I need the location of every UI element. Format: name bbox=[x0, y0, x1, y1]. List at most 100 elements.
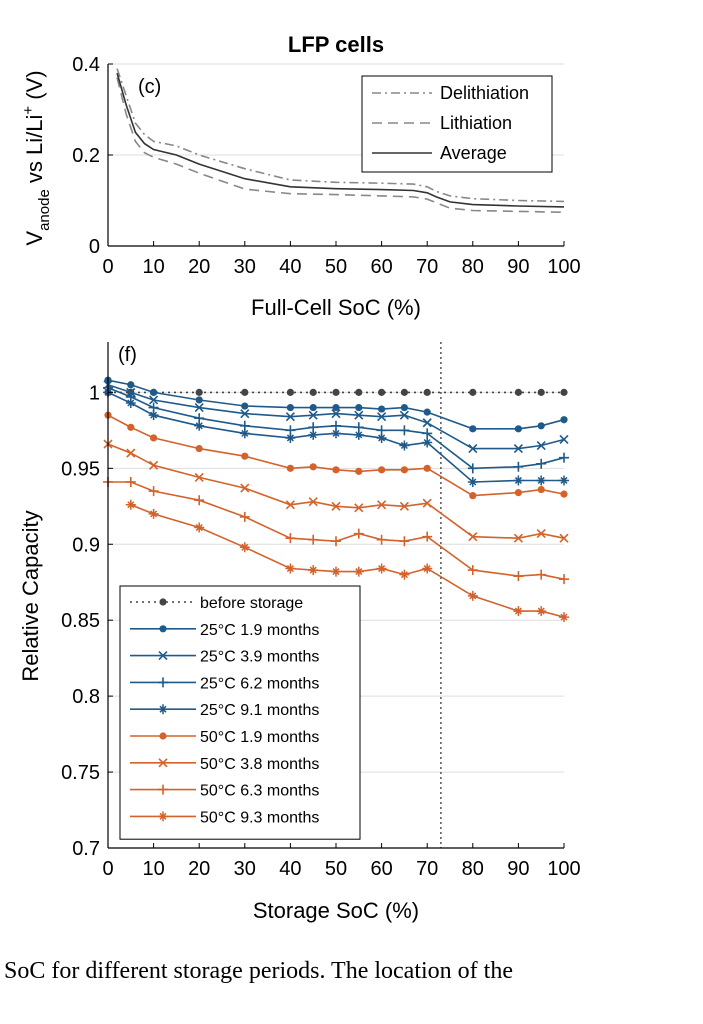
panel-f-series bbox=[103, 376, 569, 623]
series-6-point bbox=[240, 483, 250, 493]
panel-f-chart: 0 10 20 30 40 50 60 70 80 90 100 0.7 0.75 0.8 0.85 0.9… bbox=[18, 342, 581, 923]
c-y-tick-label: 0.4 bbox=[72, 54, 100, 76]
series-8-point bbox=[467, 590, 478, 601]
series-8-point bbox=[399, 569, 410, 580]
series-1-point bbox=[400, 403, 408, 412]
panel-f-x-ticks: 0 10 20 30 40 50 60 70 80 90 100 bbox=[102, 858, 580, 880]
panel-c-title: LFP cells bbox=[288, 32, 384, 57]
series-8-point bbox=[513, 606, 524, 617]
series-6-point bbox=[468, 532, 478, 542]
series-5-point bbox=[309, 463, 317, 471]
series-5-point bbox=[400, 466, 408, 474]
series-7-point bbox=[536, 569, 547, 580]
series-5-point bbox=[537, 485, 545, 494]
panel-c-y-ticks: 0 0.2 0.4 bbox=[72, 54, 100, 258]
c-x-tick-label: 50 bbox=[325, 256, 347, 278]
series-0-point bbox=[195, 388, 203, 396]
series-4-point bbox=[376, 432, 387, 443]
series-7-point bbox=[331, 536, 341, 547]
c-x-tick-label: 40 bbox=[279, 256, 301, 278]
c-x-tick-label: 30 bbox=[234, 256, 256, 278]
series-5-point bbox=[286, 464, 294, 472]
series-0-point bbox=[537, 388, 545, 396]
series-1-point bbox=[560, 416, 568, 424]
series-6-point bbox=[422, 498, 432, 508]
series-7-point bbox=[353, 528, 364, 539]
panel-c-legend: Delithiation Lithiation Average bbox=[361, 75, 553, 173]
series-7-point bbox=[125, 476, 136, 487]
f-y-tick-label: 1 bbox=[89, 382, 100, 404]
series-7-point bbox=[422, 531, 433, 542]
f-y-tick-label: 0.75 bbox=[61, 762, 100, 784]
series-7-line bbox=[108, 481, 565, 580]
figure-caption: SoC for different storage periods. The l… bbox=[4, 958, 513, 984]
series-6-point bbox=[559, 533, 569, 543]
series-8-point bbox=[194, 522, 205, 533]
series-8-point bbox=[125, 499, 136, 510]
y-label-v: V bbox=[22, 231, 47, 246]
panel-f-y-ticks: 0.7 0.75 0.8 0.85 0.9 0.95 1 bbox=[61, 382, 100, 860]
series-8-point bbox=[285, 563, 296, 574]
panel-f-axes bbox=[107, 342, 565, 849]
series-6-point bbox=[194, 472, 204, 482]
f-y-tick-label: 0.9 bbox=[72, 534, 100, 556]
panel-f-y-label: Relative Capacity bbox=[18, 510, 43, 681]
series-7-point bbox=[513, 571, 524, 582]
f-x-tick-label: 60 bbox=[370, 858, 392, 880]
c-x-tick-label: 80 bbox=[462, 256, 484, 278]
c-y-tick-label: 0.2 bbox=[72, 145, 100, 167]
series-6-point bbox=[149, 460, 159, 470]
f-x-tick-label: 90 bbox=[507, 858, 529, 880]
f-x-tick-label: 30 bbox=[234, 858, 256, 880]
y-label-sub: anode bbox=[36, 189, 53, 231]
series-5-point bbox=[241, 452, 249, 460]
series-2-point bbox=[331, 409, 341, 419]
series-4-point bbox=[125, 398, 136, 409]
series-7-point bbox=[285, 533, 296, 544]
series-6-point bbox=[331, 501, 341, 511]
f-y-tick-label: 0.8 bbox=[72, 686, 100, 708]
panel-c-label: (c) bbox=[138, 76, 161, 98]
series-3-point bbox=[536, 458, 547, 469]
series-7-point bbox=[399, 536, 410, 547]
series-0-point bbox=[560, 388, 568, 396]
legend-average-label: Average bbox=[440, 143, 507, 163]
series-7-point bbox=[559, 574, 569, 585]
figure-canvas: 0 10 20 30 40 50 60 70 80 90 100 00.20.4 LFP cells… bbox=[18, 32, 581, 923]
series-8-point bbox=[559, 612, 569, 623]
series-8-point bbox=[308, 565, 319, 576]
series-6-group bbox=[103, 439, 569, 543]
series-7-point bbox=[467, 565, 478, 576]
series-3-line bbox=[107, 387, 565, 470]
series-6-point bbox=[377, 500, 387, 510]
series-1-point bbox=[150, 388, 158, 396]
series-4-point bbox=[536, 475, 547, 486]
series-6-point bbox=[308, 497, 318, 507]
f-x-tick-label: 50 bbox=[325, 858, 347, 880]
legend-0-label: before storage bbox=[200, 595, 303, 612]
series-1-point bbox=[195, 396, 203, 404]
series-5-point bbox=[469, 492, 477, 500]
series-8-point bbox=[148, 508, 159, 519]
c-x-tick-label: 100 bbox=[547, 256, 580, 278]
series-5-point bbox=[423, 464, 431, 472]
series-2-point bbox=[354, 410, 364, 420]
series-6-point bbox=[536, 529, 546, 539]
series-1-point bbox=[423, 408, 431, 416]
series-4-point bbox=[239, 428, 250, 439]
series-5-point bbox=[127, 423, 135, 431]
panel-c-y-label: Vanode vs Li/Li+ (V) bbox=[20, 70, 53, 245]
f-x-tick-label: 70 bbox=[416, 858, 438, 880]
legend-2-marker bbox=[158, 651, 168, 661]
panel-c-chart: 0 10 20 30 40 50 60 70 80 90 100 0 0.2 0.4 LFP cells… bbox=[20, 32, 581, 320]
legend-6-label: 50°C 3.8 months bbox=[200, 756, 319, 773]
series-5-point bbox=[378, 466, 386, 474]
legend-5-label: 50°C 1.9 months bbox=[200, 729, 319, 746]
series-8-point bbox=[376, 563, 387, 574]
panel-c-legend-box bbox=[361, 75, 553, 173]
series-3-point bbox=[399, 425, 410, 436]
c-x-tick-label: 90 bbox=[507, 256, 529, 278]
series-2-point bbox=[513, 444, 523, 454]
legend-6-marker bbox=[158, 758, 168, 768]
panel-c-x-label: Full-Cell SoC (%) bbox=[251, 295, 421, 320]
